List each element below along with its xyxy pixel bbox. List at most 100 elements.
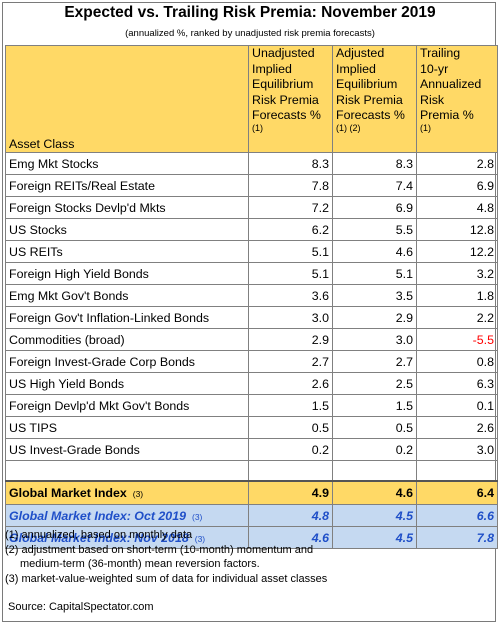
adjusted-cell: 2.7 xyxy=(332,350,417,373)
header-note: (1) (2) xyxy=(336,122,361,133)
trailing-cell: 2.2 xyxy=(416,306,498,329)
summary-note: (3) xyxy=(191,511,203,522)
unadjusted-cell: 3.6 xyxy=(248,284,333,307)
summary-name-cell: Global Market Index: Oct 2019 (3) xyxy=(5,504,249,527)
header-note: (1) xyxy=(252,122,263,133)
asset-class-cell: US REITs xyxy=(5,240,249,263)
spacer-cell xyxy=(5,460,249,481)
table-row: US REITs 5.1 4.6 12.2 xyxy=(5,240,498,263)
trailing-cell: 12.8 xyxy=(416,218,498,241)
unadjusted-cell: 8.3 xyxy=(248,152,333,175)
adjusted-cell: 4.5 xyxy=(332,526,417,549)
table-row: Foreign Devlp'd Mkt Gov't Bonds 1.5 1.5 0.1 xyxy=(5,394,498,417)
page-subtitle: (annualized %, ranked by unadjusted risk… xyxy=(125,28,375,39)
header-line: Adjusted xyxy=(336,46,385,60)
unadjusted-cell: 2.6 xyxy=(248,372,333,395)
asset-class-cell: Foreign Devlp'd Mkt Gov't Bonds xyxy=(5,394,249,417)
table-row: Foreign Gov't Inflation-Linked Bonds 3.0 2… xyxy=(5,306,498,329)
trailing-cell: 3.2 xyxy=(416,262,498,285)
header-line: Equilibrium xyxy=(252,77,314,92)
table-row: Foreign REITs/Real Estate 7.8 7.4 6.9 xyxy=(5,174,498,197)
asset-class-cell: Emg Mkt Gov't Bonds xyxy=(5,284,249,307)
footnote: (3) market-value-weighted sum of data fo… xyxy=(5,572,328,585)
asset-class-cell: Foreign REITs/Real Estate xyxy=(5,174,249,197)
trailing-cell: 2.8 xyxy=(416,152,498,175)
history-row: Global Market Index: Oct 2019 (3) 4.8 4.5 6.… xyxy=(5,504,498,527)
trailing-cell: 6.3 xyxy=(416,372,498,395)
trailing-cell: 4.8 xyxy=(416,196,498,219)
header-line: Risk xyxy=(420,92,445,107)
history-row: Global Market Index: Nov 2018 (3) 4.6 4.5 7.… xyxy=(5,526,498,549)
unadjusted-cell: 4.6 xyxy=(248,526,333,549)
header-adjusted: Adjusted Implied Equilibrium Risk Premia… xyxy=(332,45,417,153)
adjusted-cell: 5.5 xyxy=(332,218,417,241)
spacer-cell xyxy=(332,460,417,481)
table-row: Foreign Stocks Devlp'd Mkts 7.2 6.9 4.8 xyxy=(5,196,498,219)
risk-premia-table: Asset Class Unadjusted Implied Equilibri… xyxy=(5,45,498,549)
table-row: US High Yield Bonds 2.6 2.5 6.3 xyxy=(5,372,498,395)
trailing-cell: 6.9 xyxy=(416,174,498,197)
unadjusted-cell: 4.9 xyxy=(248,479,333,505)
summary-name: Global Market Index: Oct 2019 xyxy=(9,508,186,523)
header-line: Forecasts % xyxy=(336,108,405,123)
source-credit: Source: CapitalSpectator.com xyxy=(8,601,154,613)
adjusted-cell: 5.1 xyxy=(332,262,417,285)
unadjusted-cell: 0.2 xyxy=(248,438,333,461)
footnote: (2) adjustment based on short-term (10-m… xyxy=(5,543,314,556)
adjusted-cell: 1.5 xyxy=(332,394,417,417)
adjusted-cell: 2.9 xyxy=(332,306,417,329)
trailing-cell: 1.8 xyxy=(416,284,498,307)
table-row: Emg Mkt Gov't Bonds 3.6 3.5 1.8 xyxy=(5,284,498,307)
adjusted-cell: 4.6 xyxy=(332,479,417,505)
trailing-cell: 0.8 xyxy=(416,350,498,373)
unadjusted-cell: 5.1 xyxy=(248,240,333,263)
footnotes: (1) annualized, based on monthly data (2… xyxy=(5,528,493,586)
asset-class-cell: US TIPS xyxy=(5,416,249,439)
unadjusted-cell: 4.8 xyxy=(248,504,333,527)
header-line: Implied xyxy=(336,61,376,76)
summary-name: Global Market Index xyxy=(9,485,127,500)
asset-class-cell: US Invest-Grade Bonds xyxy=(5,438,249,461)
unadjusted-cell: 1.5 xyxy=(248,394,333,417)
unadjusted-cell: 0.5 xyxy=(248,416,333,439)
table-row: Foreign High Yield Bonds 5.1 5.1 3.2 xyxy=(5,262,498,285)
header-asset-class: Asset Class xyxy=(5,45,249,153)
header-line: 10-yr xyxy=(420,61,449,76)
table-row: Emg Mkt Stocks 8.3 8.3 2.8 xyxy=(5,152,498,175)
trailing-cell: 6.4 xyxy=(416,479,498,505)
adjusted-cell: 4.5 xyxy=(332,504,417,527)
adjusted-cell: 2.5 xyxy=(332,372,417,395)
trailing-cell: 3.0 xyxy=(416,438,498,461)
page-title: Expected vs. Trailing Risk Premia: Novem… xyxy=(64,4,436,21)
spacer-cell xyxy=(248,460,333,481)
unadjusted-cell: 2.7 xyxy=(248,350,333,373)
spacer-cell xyxy=(416,460,498,481)
trailing-cell: 2.6 xyxy=(416,416,498,439)
asset-class-cell: Foreign High Yield Bonds xyxy=(5,262,249,285)
unadjusted-cell: 7.2 xyxy=(248,196,333,219)
adjusted-cell: 8.3 xyxy=(332,152,417,175)
asset-class-cell: Foreign Invest-Grade Corp Bonds xyxy=(5,350,249,373)
unadjusted-cell: 7.8 xyxy=(248,174,333,197)
summary-note: (3) xyxy=(194,533,206,544)
unadjusted-cell: 2.9 xyxy=(248,328,333,351)
table-row: US Invest-Grade Bonds 0.2 0.2 3.0 xyxy=(5,438,498,461)
footnote: medium-term (36-month) mean reversion fa… xyxy=(20,558,260,571)
trailing-cell: 12.2 xyxy=(416,240,498,263)
adjusted-cell: 0.2 xyxy=(332,438,417,461)
summary-name-cell: Global Market Index (3) xyxy=(5,479,249,505)
adjusted-cell: 7.4 xyxy=(332,174,417,197)
header-line: Unadjusted xyxy=(252,46,315,60)
adjusted-cell: 6.9 xyxy=(332,196,417,219)
trailing-cell: -5.5 xyxy=(416,328,498,351)
asset-class-cell: Emg Mkt Stocks xyxy=(5,152,249,175)
header-line: Implied xyxy=(252,61,292,76)
table-row: Commodities (broad) 2.9 3.0 -5.5 xyxy=(5,328,498,351)
unadjusted-cell: 5.1 xyxy=(248,262,333,285)
table-row: US TIPS 0.5 0.5 2.6 xyxy=(5,416,498,439)
asset-class-cell: Commodities (broad) xyxy=(5,328,249,351)
adjusted-cell: 3.0 xyxy=(332,328,417,351)
header-line: Risk Premia xyxy=(252,92,319,107)
unadjusted-cell: 6.2 xyxy=(248,218,333,241)
header-line: Annualized xyxy=(420,77,482,92)
